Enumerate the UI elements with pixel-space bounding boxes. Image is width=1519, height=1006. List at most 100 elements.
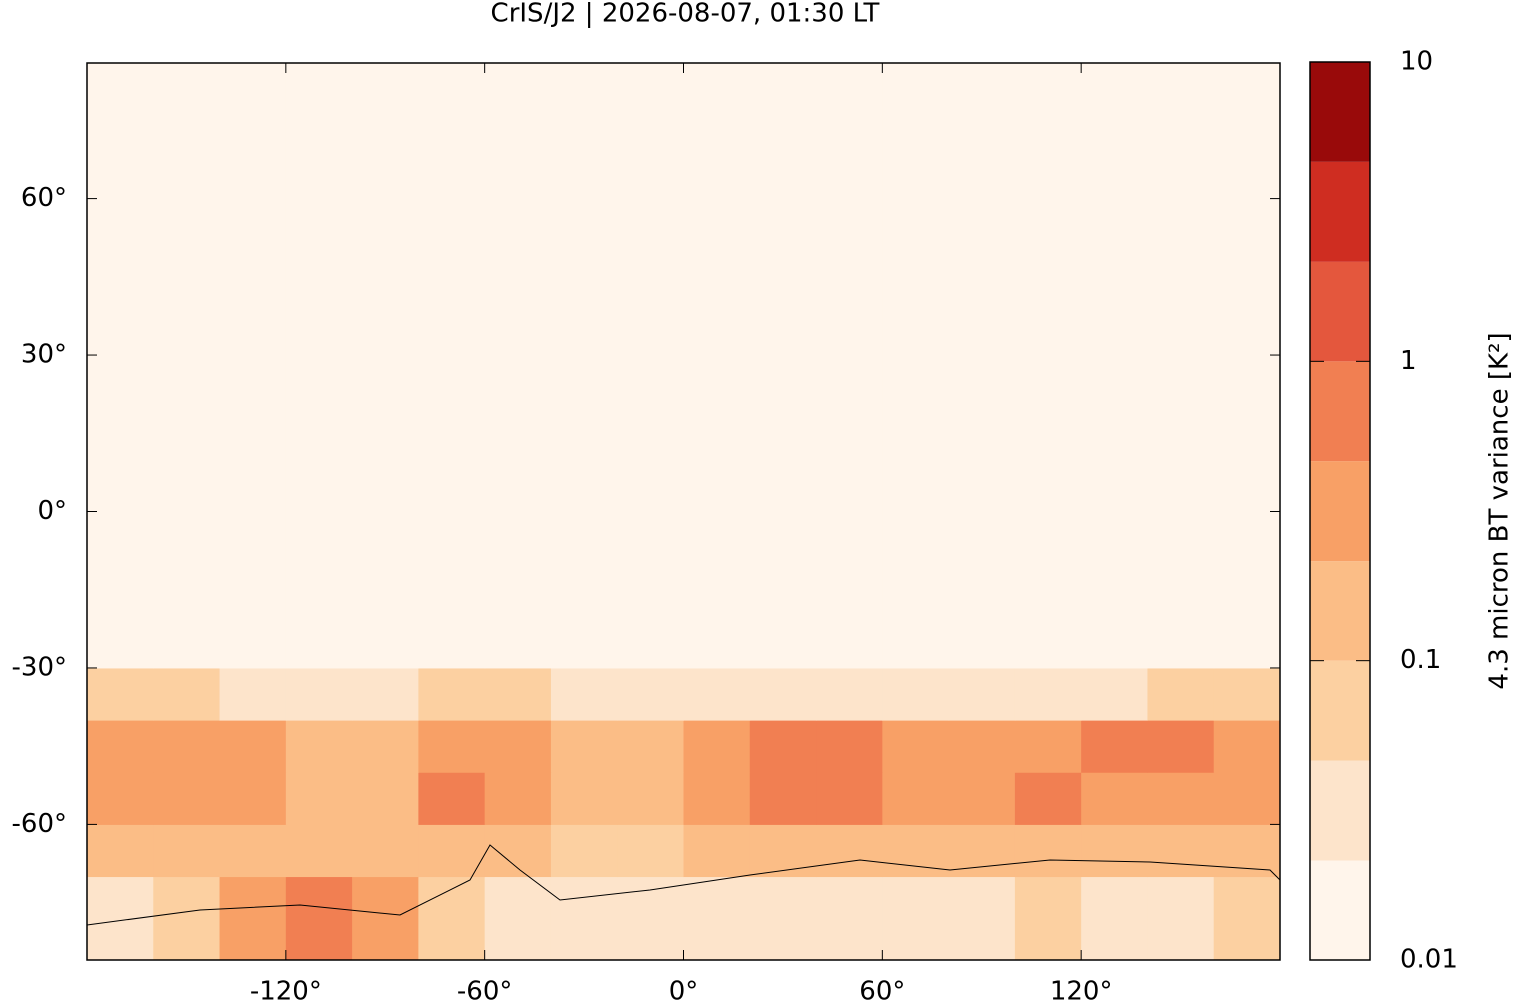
map-cell <box>617 824 684 878</box>
plot-frame <box>86 62 1281 961</box>
map-cell <box>285 772 353 825</box>
map-cell <box>153 824 221 878</box>
map-cell <box>1014 876 1082 961</box>
map-cell <box>484 720 552 773</box>
map-cell <box>153 667 221 721</box>
colorbar-band <box>1310 660 1370 761</box>
map-cell <box>87 667 154 721</box>
colorbar-band <box>1310 62 1370 162</box>
x-tick-label: 120° <box>1050 977 1113 1003</box>
map-cell <box>1147 824 1215 878</box>
map-cell <box>617 63 684 669</box>
map-cell <box>550 667 618 721</box>
map-cell <box>219 824 287 878</box>
map-cell <box>87 720 154 773</box>
map-cell <box>1081 667 1148 721</box>
map-cell <box>1081 824 1148 878</box>
map-cell <box>1213 63 1281 669</box>
map-cell <box>749 824 817 878</box>
map-cell <box>285 720 353 773</box>
map-cell <box>550 824 618 878</box>
map-cell <box>285 876 353 961</box>
x-tick-label: -60° <box>457 977 512 1003</box>
map-cell <box>153 720 221 773</box>
map-cell <box>418 63 486 669</box>
map-cell <box>1014 824 1082 878</box>
map-cell <box>1081 720 1148 773</box>
colorbar-band <box>1310 461 1370 562</box>
map-cell <box>219 63 287 669</box>
colorbar-band <box>1310 161 1370 262</box>
coastline <box>86 844 1281 926</box>
map-cell <box>1147 876 1215 961</box>
map-cell <box>484 667 552 721</box>
map-cell <box>484 824 552 878</box>
y-tick-label: -30° <box>12 652 67 682</box>
map-cell <box>816 63 883 669</box>
map-cell <box>683 63 751 669</box>
map-cell <box>749 772 817 825</box>
x-tick-label: -120° <box>250 977 322 1003</box>
map-cell <box>948 876 1016 961</box>
map-cell <box>1213 772 1281 825</box>
map-cell <box>484 876 552 961</box>
map-cell <box>1081 772 1148 825</box>
map-cell <box>617 667 684 721</box>
map-cell <box>1014 772 1082 825</box>
map-cell <box>1147 772 1215 825</box>
map-cell <box>1014 720 1082 773</box>
map-cell <box>1147 63 1215 669</box>
colorbar-tick-label: 0.1 <box>1400 645 1441 675</box>
map-cell <box>749 63 817 669</box>
map-cell <box>1081 876 1148 961</box>
map-cell <box>352 824 419 878</box>
map-cell <box>285 667 353 721</box>
map-cell <box>1014 63 1082 669</box>
map-cell <box>1147 720 1215 773</box>
map-cell <box>418 720 486 773</box>
y-tick-label: -60° <box>12 809 67 839</box>
map-cell <box>153 772 221 825</box>
map-cell <box>882 876 950 961</box>
map-cell <box>352 63 419 669</box>
colorbar-tick-label: 0.01 <box>1400 945 1458 975</box>
map-cell <box>617 876 684 961</box>
map-cell <box>1014 667 1082 721</box>
map-cell <box>882 720 950 773</box>
map-cell <box>948 824 1016 878</box>
y-tick-label: 60° <box>21 183 67 213</box>
map-cell <box>1213 720 1281 773</box>
map-cell <box>352 667 419 721</box>
map-cell <box>882 772 950 825</box>
map-cells <box>87 63 1281 961</box>
map-cell <box>87 824 154 878</box>
map-cell <box>749 720 817 773</box>
map-cell <box>550 63 618 669</box>
map-cell <box>1213 667 1281 721</box>
map-cell <box>87 772 154 825</box>
map-cell <box>219 667 287 721</box>
map-cell <box>1147 667 1215 721</box>
map-cell <box>948 667 1016 721</box>
map-cell <box>816 667 883 721</box>
map-cell <box>1081 63 1148 669</box>
map-cell <box>484 63 552 669</box>
map-cell <box>484 772 552 825</box>
colorbar-tick-label: 10 <box>1400 47 1433 77</box>
map-cell <box>418 876 486 961</box>
map-cell <box>550 772 618 825</box>
map-cell <box>948 720 1016 773</box>
map-cell <box>87 63 154 669</box>
map-cell <box>87 876 154 961</box>
colorbar-frame <box>1309 61 1371 961</box>
map-cell <box>418 667 486 721</box>
map-cell <box>683 720 751 773</box>
map-cell <box>219 772 287 825</box>
chart-title: CrIS/J2 | 2026-08-07, 01:30 LT <box>491 0 880 29</box>
map-cell <box>683 824 751 878</box>
x-tick-label: 60° <box>859 977 905 1003</box>
map-cell <box>285 63 353 669</box>
map-cell <box>816 772 883 825</box>
